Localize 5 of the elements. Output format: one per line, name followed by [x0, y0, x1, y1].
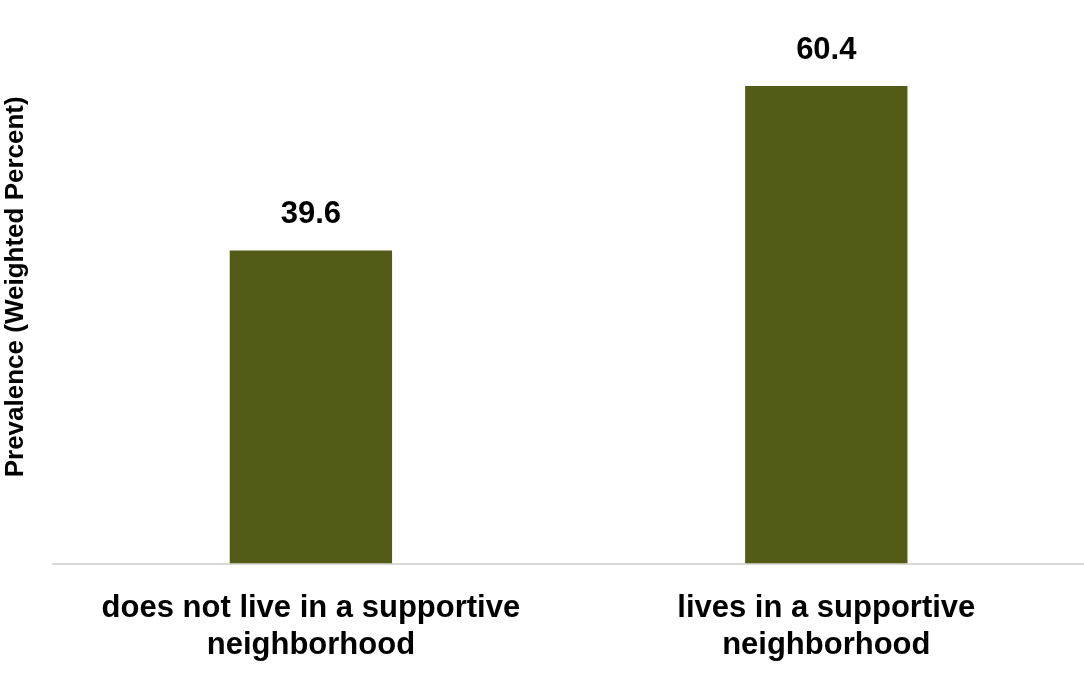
data-label: 39.6 — [280, 195, 342, 231]
y-axis-title: Prevalence (Weighted Percent) — [0, 96, 29, 478]
x-tick-label: does not live in a supportive neighborhood — [101, 588, 521, 661]
data-label: 60.4 — [796, 30, 858, 66]
x-tick-label: lives in a supportive neighborhood — [677, 588, 976, 661]
